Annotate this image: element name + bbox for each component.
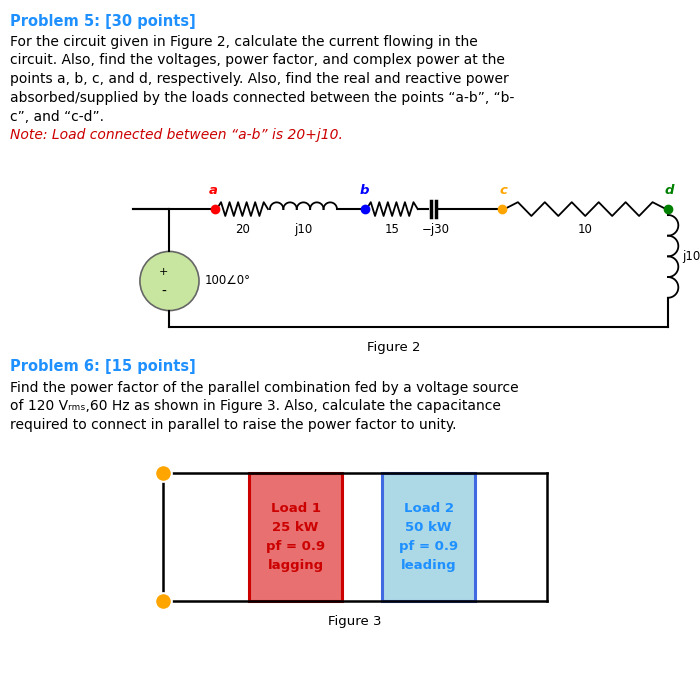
Text: 10: 10 bbox=[578, 223, 593, 236]
Text: c: c bbox=[500, 184, 507, 197]
Text: For the circuit given in Figure 2, calculate the current flowing in the: For the circuit given in Figure 2, calcu… bbox=[10, 35, 477, 49]
Text: j10: j10 bbox=[682, 250, 700, 263]
Text: 20: 20 bbox=[235, 223, 250, 236]
Text: b: b bbox=[360, 184, 370, 197]
Text: Figure 3: Figure 3 bbox=[328, 615, 382, 628]
FancyBboxPatch shape bbox=[248, 473, 342, 601]
Text: d: d bbox=[664, 184, 673, 197]
Text: Problem 6: [15 points]: Problem 6: [15 points] bbox=[10, 359, 195, 374]
Text: a: a bbox=[209, 184, 217, 197]
Text: Load 2
50 kW
pf = 0.9
leading: Load 2 50 kW pf = 0.9 leading bbox=[399, 502, 458, 572]
Text: Problem 5: [30 points]: Problem 5: [30 points] bbox=[10, 14, 195, 29]
Text: +: + bbox=[159, 267, 168, 277]
Text: points a, b, c, and d, respectively. Also, find the real and reactive power: points a, b, c, and d, respectively. Als… bbox=[10, 72, 509, 86]
Text: c”, and “c-d”.: c”, and “c-d”. bbox=[10, 110, 104, 124]
Text: Find the power factor of the parallel combination fed by a voltage source: Find the power factor of the parallel co… bbox=[10, 380, 519, 395]
Text: Figure 2: Figure 2 bbox=[368, 341, 421, 354]
Text: j10: j10 bbox=[294, 223, 313, 236]
Circle shape bbox=[140, 252, 199, 311]
Text: of 120 Vᵣₘₛ,60 Hz as shown in Figure 3. Also, calculate the capacitance: of 120 Vᵣₘₛ,60 Hz as shown in Figure 3. … bbox=[10, 399, 500, 414]
Text: circuit. Also, find the voltages, power factor, and complex power at the: circuit. Also, find the voltages, power … bbox=[10, 54, 505, 67]
FancyBboxPatch shape bbox=[382, 473, 475, 601]
Text: absorbed/supplied by the loads connected between the points “a-b”, “b-: absorbed/supplied by the loads connected… bbox=[10, 91, 514, 105]
Text: Load 1
25 kW
pf = 0.9
lagging: Load 1 25 kW pf = 0.9 lagging bbox=[266, 502, 325, 572]
Text: 15: 15 bbox=[385, 223, 400, 236]
Text: −j30: −j30 bbox=[421, 223, 449, 236]
Text: -: - bbox=[161, 285, 166, 299]
Text: Note: Load connected between “a-b” is 20+j10.: Note: Load connected between “a-b” is 20… bbox=[10, 129, 343, 142]
Text: required to connect in parallel to raise the power factor to unity.: required to connect in parallel to raise… bbox=[10, 418, 456, 432]
Text: 100∠0°: 100∠0° bbox=[205, 275, 251, 288]
